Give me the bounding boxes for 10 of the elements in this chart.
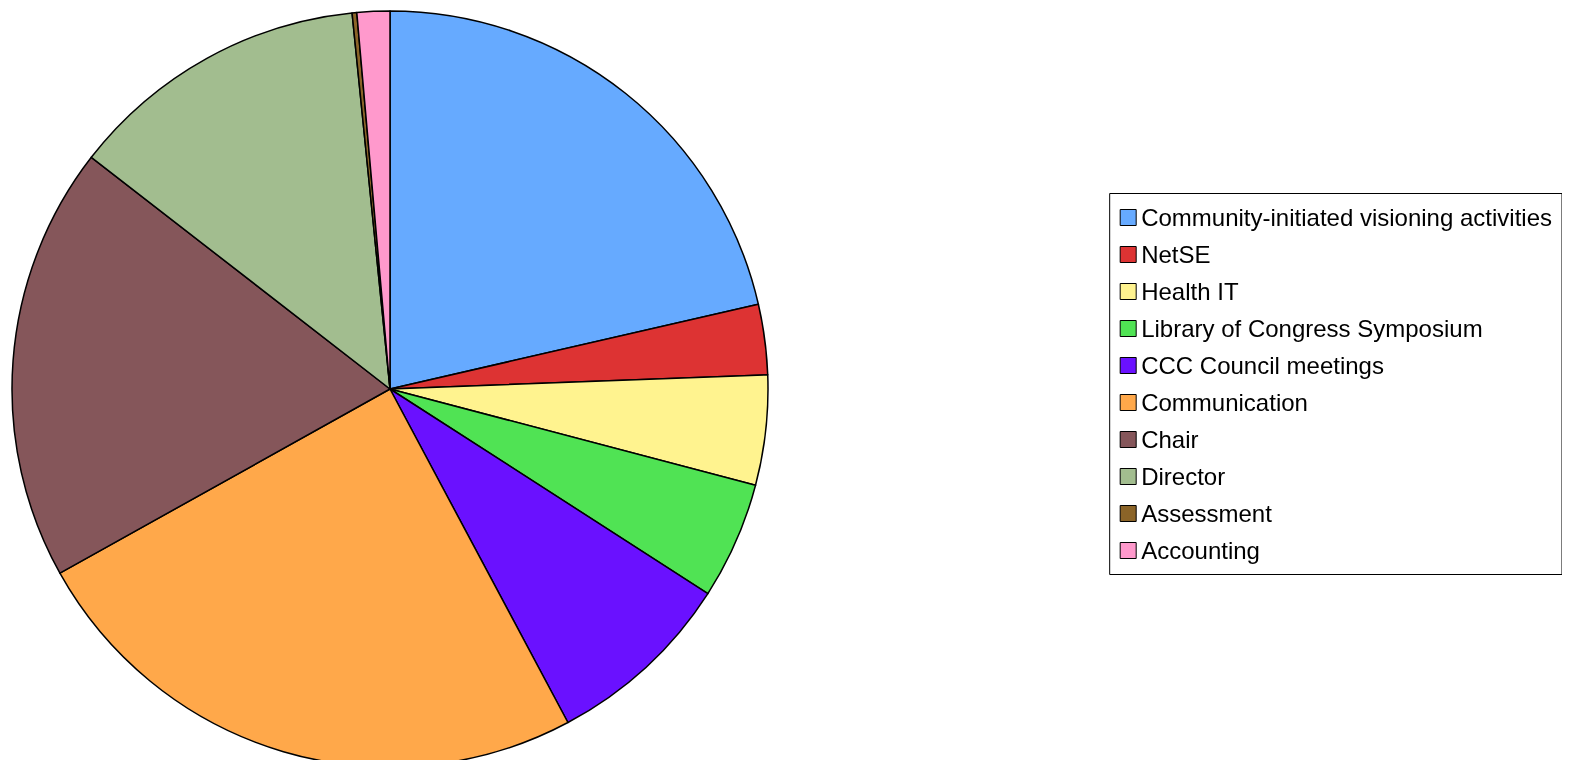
legend-label: CCC Council meetings (1141, 352, 1384, 379)
legend-label: Accounting (1141, 537, 1260, 564)
legend-label: Chair (1141, 426, 1199, 453)
legend-label: Health IT (1141, 278, 1239, 305)
legend-label: Director (1141, 463, 1226, 490)
legend-label: NetSE (1141, 241, 1211, 268)
legend-label: Community-initiated visioning activities (1141, 204, 1552, 231)
legend-label: Assessment (1141, 500, 1273, 527)
legend-label: Library of Congress Symposium (1141, 315, 1483, 342)
legend-label: Communication (1141, 389, 1308, 416)
